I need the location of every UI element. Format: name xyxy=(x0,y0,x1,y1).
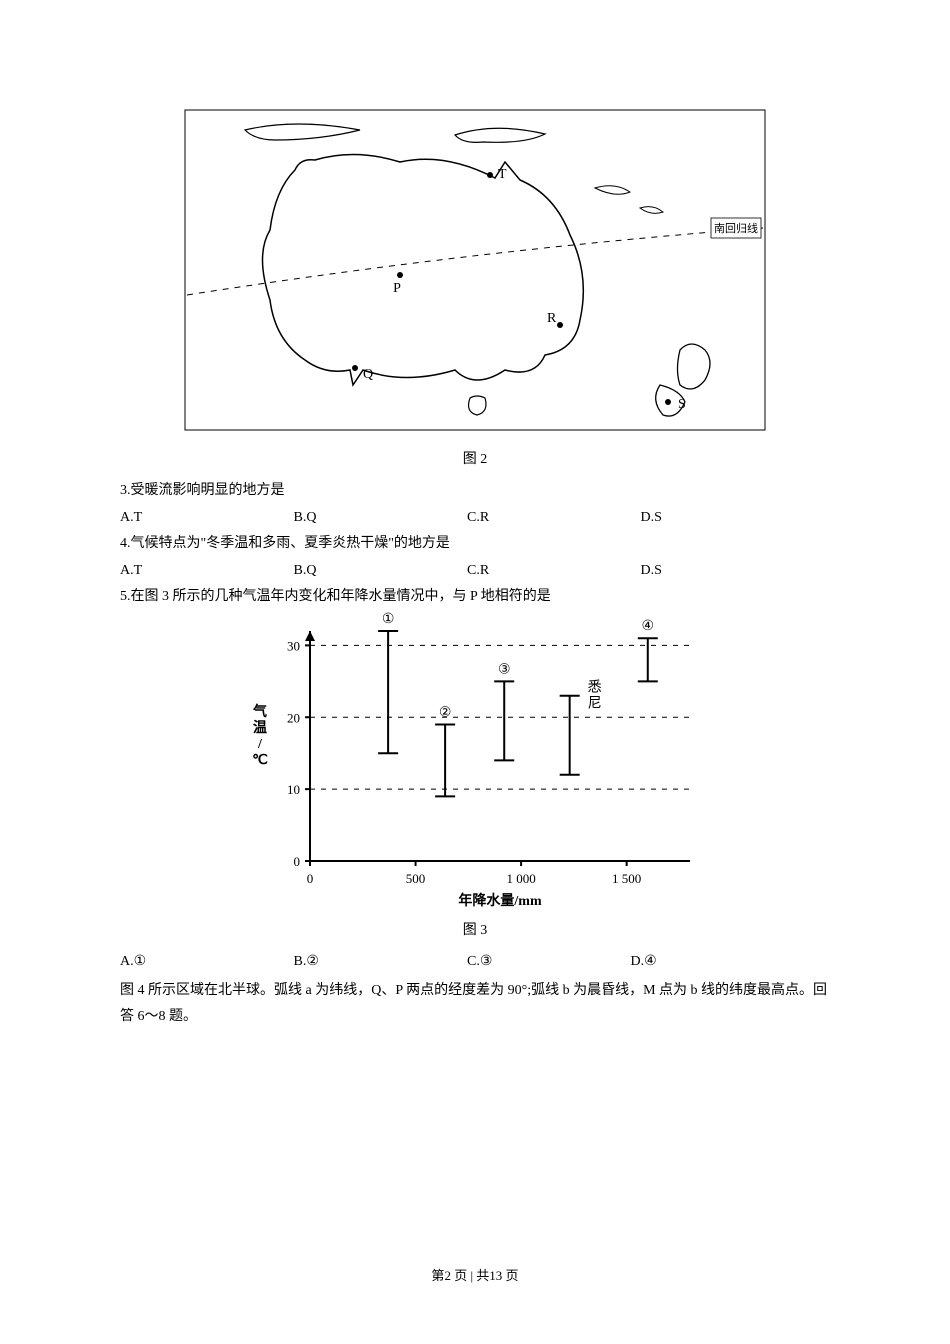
q3-text: 3.受暖流影响明显的地方是 xyxy=(120,478,830,505)
svg-text:500: 500 xyxy=(406,871,426,886)
svg-text:①: ① xyxy=(382,612,395,627)
svg-text:悉: 悉 xyxy=(588,680,602,696)
svg-text:10: 10 xyxy=(287,782,300,797)
svg-text:Q: Q xyxy=(363,367,373,382)
fig2-svg: 南回归线 T P Q R S xyxy=(175,100,775,440)
q4-opt-c: C.R xyxy=(467,558,637,585)
svg-text:/: / xyxy=(257,737,263,752)
q5-opt-b: B.② xyxy=(294,949,464,976)
svg-text:P: P xyxy=(393,281,401,296)
questions-block: 3.受暖流影响明显的地方是 A.T B.Q C.R D.S 4.气候特点为"冬季… xyxy=(120,478,830,611)
svg-text:③: ③ xyxy=(498,662,511,677)
q3-opt-d: D.S xyxy=(641,505,761,532)
svg-text:R: R xyxy=(547,311,557,326)
svg-text:T: T xyxy=(498,167,507,182)
footer-suffix: 页 xyxy=(502,1268,518,1283)
svg-text:南回归线: 南回归线 xyxy=(714,221,758,235)
fig3-caption: 图 3 xyxy=(120,919,830,939)
q3-options: A.T B.Q C.R D.S xyxy=(120,505,830,532)
svg-text:气: 气 xyxy=(252,703,267,720)
q3-opt-c: C.R xyxy=(467,505,637,532)
fig3-svg: 0 10 20 30 0 500 1 000 1 500 年降水量/mm 气温/℃ ① ② ③ 悉尼 ④ xyxy=(240,611,710,911)
q4-options: A.T B.Q C.R D.S xyxy=(120,558,830,585)
q5-opt-c: C.③ xyxy=(467,949,627,976)
q3-opt-b: B.Q xyxy=(294,505,464,532)
svg-text:1 500: 1 500 xyxy=(612,871,641,886)
footer-prefix: 第 xyxy=(431,1268,444,1283)
svg-text:尼: 尼 xyxy=(588,697,602,712)
q4-opt-b: B.Q xyxy=(294,558,464,585)
footer-mid: 页 | 共 xyxy=(451,1268,489,1283)
footer-total: 13 xyxy=(489,1268,502,1283)
q4-opt-a: A.T xyxy=(120,558,290,585)
svg-text:④: ④ xyxy=(641,619,654,634)
svg-text:温: 温 xyxy=(253,720,267,736)
q3-opt-a: A.T xyxy=(120,505,290,532)
svg-text:20: 20 xyxy=(287,710,300,725)
figure-2: 南回归线 T P Q R S 图 2 xyxy=(120,100,830,468)
q5-text: 5.在图 3 所示的几种气温年内变化和年降水量情况中，与 P 地相符的是 xyxy=(120,584,830,611)
svg-text:0: 0 xyxy=(307,871,314,886)
svg-text:0: 0 xyxy=(294,854,301,869)
q4-text: 4.气候特点为"冬季温和多雨、夏季炎热干燥"的地方是 xyxy=(120,531,830,558)
svg-text:年降水量/mm: 年降水量/mm xyxy=(458,892,542,909)
figure-3: 0 10 20 30 0 500 1 000 1 500 年降水量/mm 气温/℃ ① ② ③ 悉尼 ④ 图… xyxy=(120,611,830,939)
q5-opt-a: A.① xyxy=(120,949,290,976)
q4-opt-d: D.S xyxy=(641,558,761,585)
svg-text:1 000: 1 000 xyxy=(506,871,535,886)
para-q6-intro: 图 4 所示区域在北半球。弧线 a 为纬线，Q、P 两点的经度差为 90°;弧线… xyxy=(120,978,830,1031)
fig2-caption: 图 2 xyxy=(120,448,830,468)
q5-options: A.① B.② C.③ D.④ xyxy=(120,949,830,976)
svg-text:②: ② xyxy=(439,705,452,720)
q5-opt-d: D.④ xyxy=(631,949,751,976)
svg-text:℃: ℃ xyxy=(252,753,268,768)
svg-text:30: 30 xyxy=(287,638,300,653)
q5-options-block: A.① B.② C.③ D.④ 图 4 所示区域在北半球。弧线 a 为纬线，Q、… xyxy=(120,949,830,1031)
page-footer: 第2 页 | 共13 页 xyxy=(0,1265,950,1284)
svg-text:S: S xyxy=(678,397,686,412)
